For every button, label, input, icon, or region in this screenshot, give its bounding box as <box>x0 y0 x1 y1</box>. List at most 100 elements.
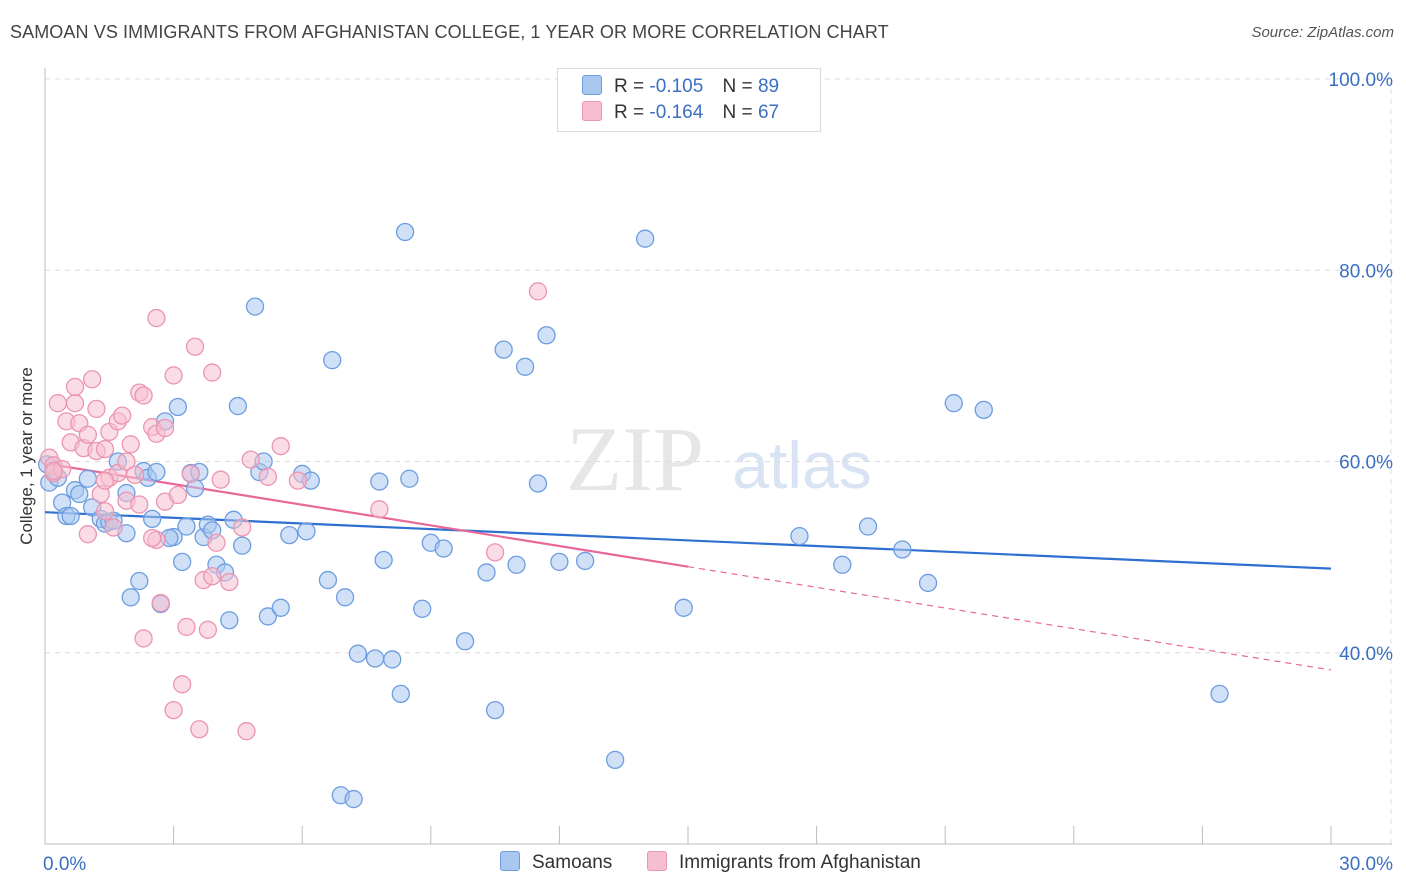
afghan-point <box>78 425 98 444</box>
samoan-point <box>477 563 496 582</box>
afghan-point <box>143 528 162 548</box>
samoan-point <box>528 474 548 493</box>
afghan-point <box>134 629 153 648</box>
afghan-point <box>207 533 226 552</box>
legend-item-samoans[interactable]: Samoans <box>500 851 612 874</box>
samoan-point <box>143 509 162 529</box>
stats-row-afghan: R = -0.164 N = 67 <box>582 101 779 125</box>
afghan-point <box>95 502 115 521</box>
samoan-point <box>280 525 299 545</box>
afghan-swatch <box>582 101 602 121</box>
samoan-point <box>858 517 878 536</box>
afghan-point <box>173 675 192 694</box>
afghan-point <box>271 437 290 456</box>
n-label: N = <box>722 102 753 123</box>
samoan-point <box>494 340 513 359</box>
samoan-point <box>121 588 140 607</box>
x-tick-label: 0.0% <box>43 854 86 875</box>
samoans-trend-line <box>44 511 1332 570</box>
afghan-point <box>147 308 166 328</box>
samoan-point <box>635 229 655 248</box>
samoan-point <box>400 469 419 488</box>
samoan-point <box>434 539 453 558</box>
afghan-point <box>237 722 256 741</box>
afghan-point <box>190 720 209 739</box>
samoan-point <box>297 522 316 541</box>
x-tick-label: 30.0% <box>1339 854 1393 875</box>
y-tick-label: 100.0% <box>1329 70 1394 91</box>
legend-label: Samoans <box>532 852 613 873</box>
afghan-point <box>151 593 170 613</box>
r-value: -0.164 <box>649 102 704 123</box>
samoan-point <box>507 555 526 574</box>
watermark-zip: ZIP <box>566 408 704 510</box>
afghan-point <box>78 525 98 544</box>
samoan-point <box>674 598 693 617</box>
r-label: R = <box>614 76 645 97</box>
samoan-point <box>78 469 98 488</box>
samoan-point <box>537 326 556 345</box>
afghan-point <box>117 452 136 471</box>
afghan-point <box>181 464 200 484</box>
afghan-point <box>233 518 252 537</box>
afghan-point <box>288 471 308 490</box>
samoan-point <box>335 588 355 607</box>
afghan-point <box>87 399 106 419</box>
samoan-point <box>220 611 239 630</box>
afghan-point <box>220 572 239 592</box>
afghan-point <box>203 567 222 586</box>
samoan-point <box>271 598 290 617</box>
samoan-point <box>365 649 385 668</box>
samoan-point <box>485 700 505 720</box>
samoans-swatch <box>582 75 602 95</box>
r-value: -0.105 <box>649 76 704 97</box>
samoan-point <box>61 506 80 526</box>
samoan-point <box>344 789 363 809</box>
chart-title: SAMOAN VS IMMIGRANTS FROM AFGHANISTAN CO… <box>10 22 889 42</box>
samoan-point <box>790 526 809 546</box>
samoan-point <box>455 632 475 651</box>
afghan-point <box>164 366 183 385</box>
afghan-point <box>113 406 132 425</box>
y-tick-label: 40.0% <box>1339 644 1393 665</box>
afghan-point <box>528 282 548 301</box>
afghan-point <box>104 518 123 537</box>
samoan-point <box>833 555 852 574</box>
afghan-point <box>485 543 505 562</box>
afghan-point <box>65 377 85 397</box>
afghan-point <box>65 394 85 413</box>
n-value: 89 <box>757 76 780 97</box>
samoan-point <box>318 570 338 590</box>
samoan-point <box>413 599 432 618</box>
afghan-point <box>44 461 63 481</box>
afghan-point <box>121 435 140 454</box>
samoan-point <box>391 684 410 704</box>
afghan-point <box>155 418 175 438</box>
samoan-point <box>168 397 188 417</box>
samoan-point <box>575 551 595 571</box>
legend-label: Immigrants from Afghanistan <box>679 852 921 873</box>
samoan-point <box>515 357 535 376</box>
legend-item-afghanistan[interactable]: Immigrants from Afghanistan <box>647 851 921 874</box>
afghan-point <box>83 370 102 389</box>
samoan-point <box>147 462 166 482</box>
samoan-point <box>130 571 149 591</box>
samoan-point <box>1210 684 1229 704</box>
afghan-point <box>168 485 188 505</box>
samoan-point <box>893 540 912 559</box>
afghan-point <box>164 700 183 720</box>
stats-row-samoans: R = -0.105 N = 89 <box>582 75 779 99</box>
tick-labels: 100.0% 80.0% 60.0% 40.0% 0.0% 30.0% <box>43 70 1393 875</box>
afghan-point <box>95 471 115 490</box>
samoan-point <box>944 394 963 413</box>
afghan-point <box>258 467 278 486</box>
afghan-point <box>95 439 115 459</box>
afghan-point <box>48 394 68 413</box>
samoan-point <box>258 607 278 626</box>
samoan-point <box>233 536 252 555</box>
y-tick-label: 60.0% <box>1339 453 1393 474</box>
samoan-point <box>70 484 89 504</box>
samoan-point <box>383 650 402 669</box>
watermark-atlas: atlas <box>732 428 871 502</box>
